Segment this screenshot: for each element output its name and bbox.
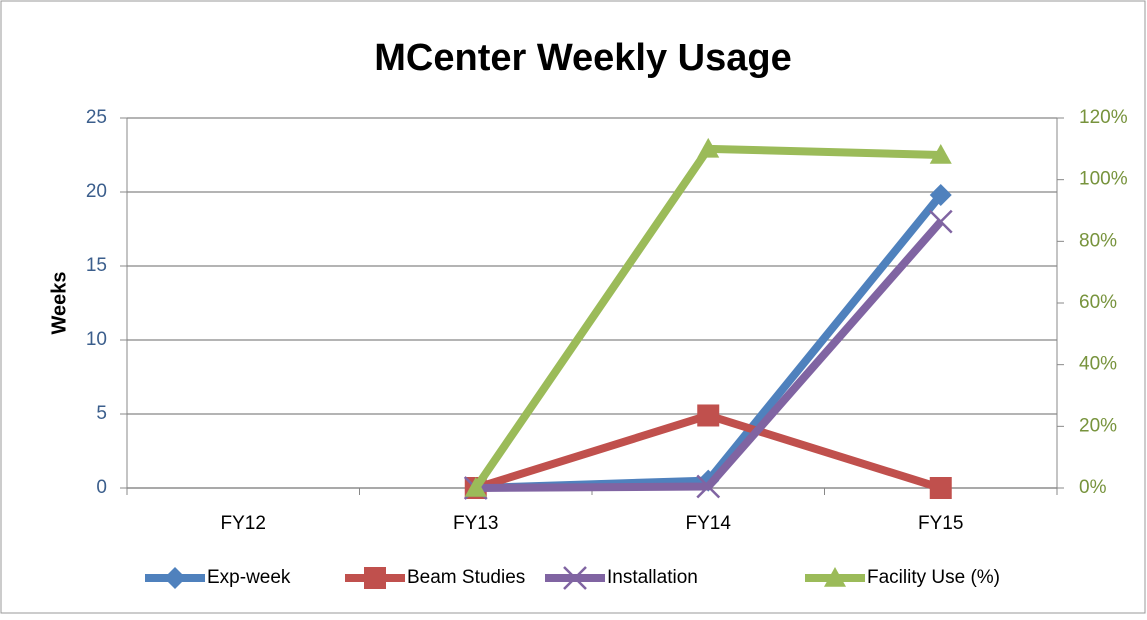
series [464, 137, 952, 497]
legend-label: Beam Studies [407, 567, 525, 588]
legend-marker [364, 567, 386, 589]
x-tick-label: FY15 [918, 513, 963, 534]
y-tick-label: 15 [86, 255, 107, 276]
y2-tick-label: 40% [1079, 354, 1117, 375]
legend-label: Exp-week [207, 567, 291, 588]
legend-label: Installation [607, 567, 698, 588]
marker [929, 144, 952, 164]
marker [928, 209, 953, 234]
y2-tick-label: 80% [1079, 230, 1117, 251]
x-tick-label: FY12 [221, 513, 266, 534]
y-tick-label: 10 [86, 329, 107, 350]
y2-tick-label: 20% [1079, 415, 1117, 436]
y2-tick-label: 100% [1079, 169, 1128, 190]
y2-tick-label: 60% [1079, 292, 1117, 313]
marker [697, 404, 720, 427]
y-tick-label: 0 [96, 477, 107, 498]
chart-title: MCenter Weekly Usage [374, 37, 791, 79]
marker [696, 474, 721, 499]
legend-marker [563, 566, 587, 590]
y-axis-title: Weeks [48, 271, 70, 334]
x-tick-label: FY13 [453, 513, 498, 534]
legend-marker [824, 567, 846, 587]
y-tick-label: 20 [86, 181, 107, 202]
y2-tick-label: 0% [1079, 477, 1107, 498]
legend-marker [164, 567, 186, 589]
marker [464, 477, 487, 497]
y-tick-label: 25 [86, 107, 107, 128]
marker [929, 477, 952, 499]
y-tick-label: 5 [96, 403, 107, 424]
marker [697, 137, 720, 158]
marker [929, 183, 952, 206]
x-tick-label: FY14 [686, 513, 732, 534]
y2-tick-label: 120% [1079, 107, 1128, 128]
legend-label: Facility Use (%) [867, 567, 1000, 588]
